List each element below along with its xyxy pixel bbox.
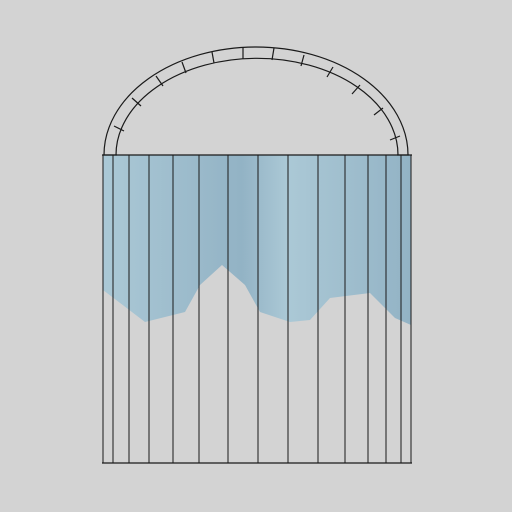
handle-outer-arc	[103, 46, 409, 156]
handle-segment-divider	[271, 47, 275, 61]
handle-segment-divider	[389, 135, 401, 141]
handle-segment-divider	[351, 84, 361, 95]
handle-segment-divider	[131, 97, 142, 107]
handle-segment-divider	[181, 61, 187, 74]
handle-segment-divider	[211, 51, 215, 64]
handle-segment-divider	[155, 75, 164, 87]
handle-segment-divider	[326, 66, 334, 78]
bucket-staves	[102, 155, 412, 463]
handle-segment-divider	[113, 125, 125, 132]
handle-inner-arc	[115, 57, 399, 156]
bucket-handle	[103, 46, 409, 156]
handle-segment-divider	[373, 107, 384, 116]
handle-segment-divider	[300, 54, 305, 67]
fill-region	[103, 155, 411, 325]
